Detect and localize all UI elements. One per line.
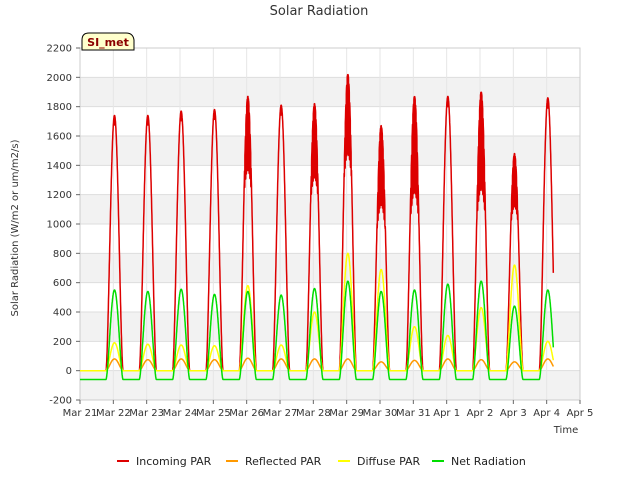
- y-tick-label: 0: [66, 366, 72, 377]
- x-tick-label: Mar 28: [296, 408, 331, 419]
- x-tick-label: Apr 2: [467, 408, 494, 419]
- legend-label: Diffuse PAR: [357, 455, 421, 468]
- plot-band: [80, 370, 580, 400]
- station-badge-label: SI_met: [87, 36, 129, 49]
- legend-label: Net Radiation: [451, 455, 526, 468]
- y-tick-label: 1200: [47, 190, 72, 201]
- plot-band: [80, 312, 580, 342]
- y-tick-label: 400: [53, 308, 72, 319]
- y-tick-label: -200: [49, 396, 72, 407]
- y-tick-label: 1000: [47, 220, 72, 231]
- x-tick-label: Mar 23: [129, 408, 164, 419]
- station-badge: SI_met: [81, 32, 135, 51]
- series-lines: [79, 73, 555, 381]
- chart-title: Solar Radiation: [270, 4, 369, 19]
- y-tick-label: 800: [53, 249, 72, 260]
- y-tick-label: 600: [53, 278, 72, 289]
- legend: Incoming PAR Reflected PAR Diffuse PAR Net …: [117, 455, 526, 468]
- x-axis-label: Time: [553, 425, 578, 436]
- y-tick-label: 2000: [47, 73, 72, 84]
- station-badge-shape: [81, 32, 135, 51]
- plot-band: [80, 136, 580, 166]
- x-tick-label: Mar 21: [63, 408, 98, 419]
- x-tick-label: Mar 31: [396, 408, 431, 419]
- series-line-net-radiation: [79, 280, 555, 381]
- y-tick-label: 1800: [47, 102, 72, 113]
- plot-band: [80, 77, 580, 107]
- x-tick-label: Mar 25: [196, 408, 231, 419]
- x-tick-label: Apr 3: [500, 408, 527, 419]
- x-tick-label: Mar 30: [363, 408, 398, 419]
- y-axis-label: Solar Radiation (W/m2 or um/m2/s): [10, 139, 21, 316]
- x-tick-label: Apr 4: [533, 408, 560, 419]
- x-tick-label: Mar 24: [163, 408, 198, 419]
- y-tick-label: 1400: [47, 161, 72, 172]
- x-tick-label: Apr 1: [433, 408, 460, 419]
- y-tick-label: 200: [53, 337, 72, 348]
- legend-label: Reflected PAR: [245, 455, 322, 468]
- x-tick-label: Apr 5: [567, 408, 594, 419]
- x-tick-label: Mar 27: [263, 408, 298, 419]
- y-axis-ticks: -200 0 200 400 600 800 1000 1200 1400 1600 1800 200…: [47, 44, 80, 407]
- legend-label: Incoming PAR: [136, 455, 212, 468]
- y-tick-label: 2200: [47, 44, 72, 55]
- plot-band: [80, 253, 580, 283]
- x-tick-label: Mar 22: [96, 408, 131, 419]
- plot-band: [80, 194, 580, 224]
- plot-bands: [80, 77, 580, 400]
- y-tick-label: 1600: [47, 132, 72, 143]
- x-tick-label: Mar 29: [329, 408, 364, 419]
- x-tick-label: Mar 26: [229, 408, 264, 419]
